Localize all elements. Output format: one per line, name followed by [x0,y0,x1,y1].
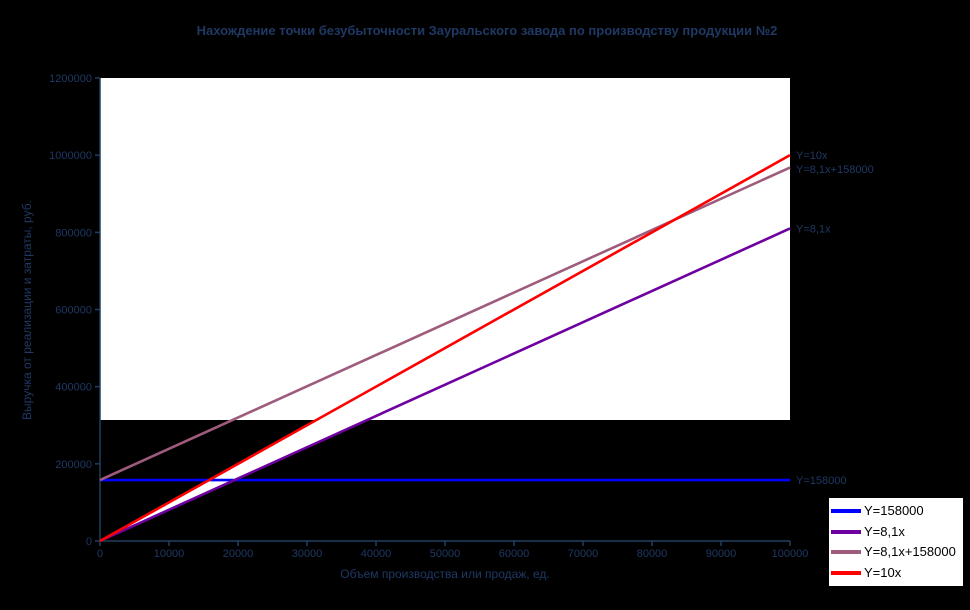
x-tick-label: 60000 [499,548,530,560]
legend-swatch-0 [831,509,861,514]
axes: 0 200000 400000 600000 800000 1000000 1200000 0… [49,73,808,560]
x-tick-label: 30000 [292,548,323,560]
legend-entry-2: Y=8,1x+158000 [831,542,961,562]
y-tick-label: 800000 [55,227,92,239]
x-axis-title: Объем производства или продаж, ед. [340,567,549,581]
series-end-labels: Y=10x Y=8,1x+158000 Y=8,1x Y=158000 [796,150,874,487]
line-label-0: Y=158000 [796,475,846,487]
legend: Y=158000 Y=8,1x Y=8,1x+158000 Y=10x [828,497,964,587]
y-tick-label: 200000 [55,459,92,471]
legend-label-3: Y=10x [864,564,902,580]
series-line-1 [99,227,791,543]
x-tick-label: 80000 [637,548,668,560]
y-tick-label: 1200000 [49,73,92,85]
x-tick-label: 70000 [568,548,599,560]
x-tick-label: 90000 [706,548,737,560]
x-tick-label: 100000 [772,548,809,560]
legend-swatch-1 [831,529,861,534]
legend-label-0: Y=158000 [864,503,924,519]
y-tick-label: 1000000 [49,150,92,162]
legend-entry-1: Y=8,1x [831,522,961,542]
line-label-2: Y=8,1x+158000 [796,164,874,176]
legend-label-1: Y=8,1x [864,523,905,539]
x-tick-label: 20000 [223,548,254,560]
legend-entry-0: Y=158000 [831,501,961,521]
series-line-3 [99,154,791,543]
y-tick-label: 0 [86,536,92,548]
y-tick-label: 600000 [55,305,92,317]
x-tick-label: 10000 [154,548,185,560]
legend-label-2: Y=8,1x+158000 [864,544,956,560]
plot-fill [100,78,790,420]
legend-swatch-2 [831,550,861,555]
line-label-1: Y=8,1x [796,223,831,235]
plot-area [100,78,790,541]
x-tick-label: 40000 [361,548,392,560]
line-label-3: Y=10x [796,150,828,162]
x-tick-label: 0 [97,548,103,560]
y-tick-label: 400000 [55,382,92,394]
legend-entry-3: Y=10x [831,563,961,583]
chart-title: Нахождение точки безубыточности Зауральс… [197,23,778,38]
x-tick-label: 50000 [430,548,461,560]
legend-swatch-3 [831,570,861,575]
y-axis-title: Выручка от реализации и затраты, руб. [20,200,34,420]
series-lines [99,154,791,543]
